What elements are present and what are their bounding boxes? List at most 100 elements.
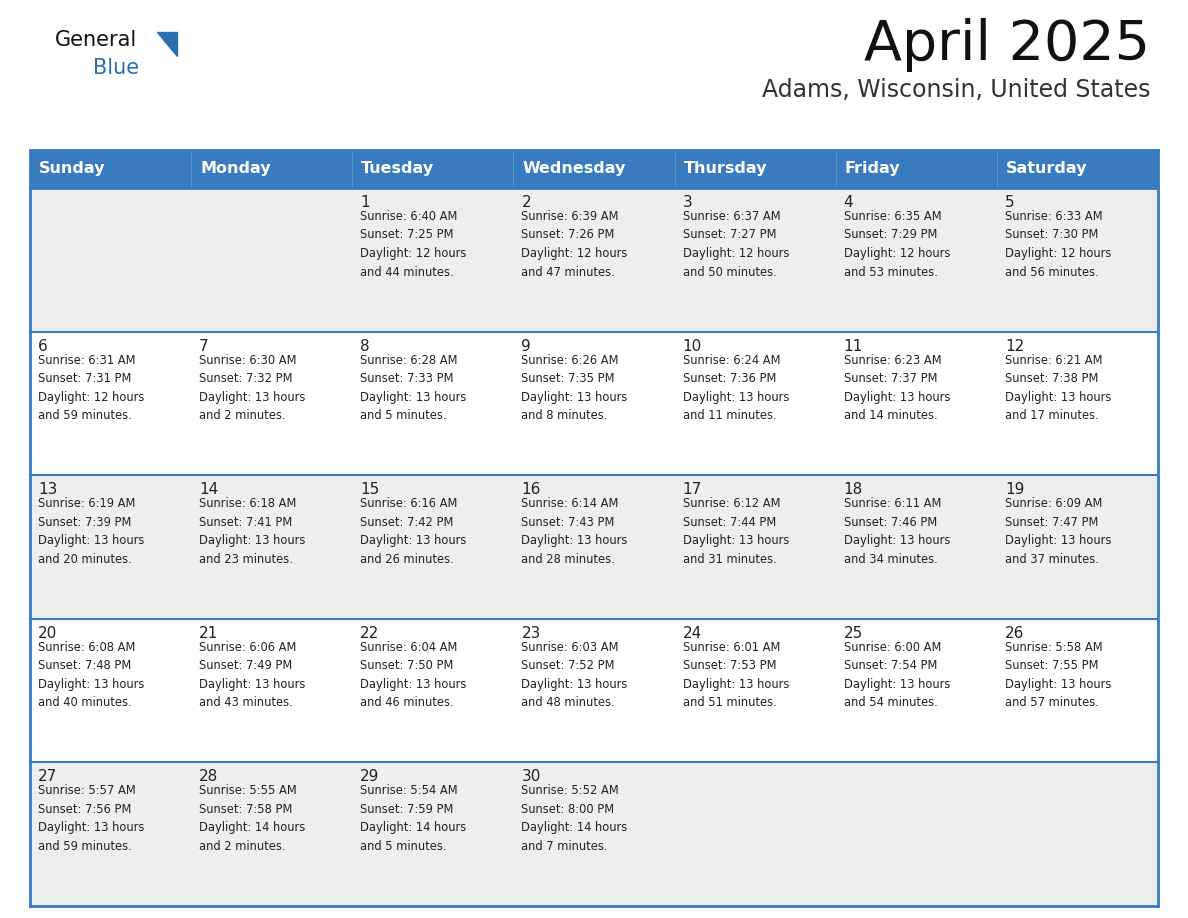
Text: Sunrise: 6:40 AM
Sunset: 7:25 PM
Daylight: 12 hours
and 44 minutes.: Sunrise: 6:40 AM Sunset: 7:25 PM Dayligh…	[360, 210, 467, 278]
Text: Sunrise: 6:16 AM
Sunset: 7:42 PM
Daylight: 13 hours
and 26 minutes.: Sunrise: 6:16 AM Sunset: 7:42 PM Dayligh…	[360, 498, 467, 565]
Text: Sunrise: 6:12 AM
Sunset: 7:44 PM
Daylight: 13 hours
and 31 minutes.: Sunrise: 6:12 AM Sunset: 7:44 PM Dayligh…	[683, 498, 789, 565]
Bar	[353, 331, 513, 476]
Bar	[191, 763, 353, 906]
Bar	[675, 150, 835, 188]
Text: 6: 6	[38, 339, 48, 353]
Text: Wednesday: Wednesday	[523, 162, 626, 176]
Text: Sunday: Sunday	[39, 162, 106, 176]
Bar	[30, 619, 191, 763]
Text: 19: 19	[1005, 482, 1024, 498]
Bar	[835, 331, 997, 476]
Polygon shape	[157, 32, 177, 56]
Text: Monday: Monday	[200, 162, 271, 176]
Text: 18: 18	[843, 482, 862, 498]
Text: Sunrise: 5:57 AM
Sunset: 7:56 PM
Daylight: 13 hours
and 59 minutes.: Sunrise: 5:57 AM Sunset: 7:56 PM Dayligh…	[38, 784, 145, 853]
Bar	[191, 619, 353, 763]
Text: 10: 10	[683, 339, 702, 353]
Text: 29: 29	[360, 769, 380, 784]
Text: 7: 7	[200, 339, 209, 353]
Text: 22: 22	[360, 626, 379, 641]
Bar	[997, 188, 1158, 331]
Text: Sunrise: 6:04 AM
Sunset: 7:50 PM
Daylight: 13 hours
and 46 minutes.: Sunrise: 6:04 AM Sunset: 7:50 PM Dayligh…	[360, 641, 467, 710]
Bar	[30, 150, 191, 188]
Bar	[997, 150, 1158, 188]
Text: 26: 26	[1005, 626, 1024, 641]
Text: Sunrise: 6:19 AM
Sunset: 7:39 PM
Daylight: 13 hours
and 20 minutes.: Sunrise: 6:19 AM Sunset: 7:39 PM Dayligh…	[38, 498, 145, 565]
Text: Sunrise: 6:35 AM
Sunset: 7:29 PM
Daylight: 12 hours
and 53 minutes.: Sunrise: 6:35 AM Sunset: 7:29 PM Dayligh…	[843, 210, 950, 278]
Text: Sunrise: 6:06 AM
Sunset: 7:49 PM
Daylight: 13 hours
and 43 minutes.: Sunrise: 6:06 AM Sunset: 7:49 PM Dayligh…	[200, 641, 305, 710]
Bar	[353, 476, 513, 619]
Bar	[353, 763, 513, 906]
Text: 9: 9	[522, 339, 531, 353]
Text: 23: 23	[522, 626, 541, 641]
Text: 30: 30	[522, 769, 541, 784]
Text: Sunrise: 6:39 AM
Sunset: 7:26 PM
Daylight: 12 hours
and 47 minutes.: Sunrise: 6:39 AM Sunset: 7:26 PM Dayligh…	[522, 210, 627, 278]
Text: 14: 14	[200, 482, 219, 498]
Text: 5: 5	[1005, 195, 1015, 210]
Text: 13: 13	[38, 482, 57, 498]
Bar	[513, 476, 675, 619]
Bar	[997, 476, 1158, 619]
Text: 8: 8	[360, 339, 369, 353]
Text: Sunrise: 6:28 AM
Sunset: 7:33 PM
Daylight: 13 hours
and 5 minutes.: Sunrise: 6:28 AM Sunset: 7:33 PM Dayligh…	[360, 353, 467, 422]
Text: Sunrise: 6:08 AM
Sunset: 7:48 PM
Daylight: 13 hours
and 40 minutes.: Sunrise: 6:08 AM Sunset: 7:48 PM Dayligh…	[38, 641, 145, 710]
Text: Sunrise: 6:24 AM
Sunset: 7:36 PM
Daylight: 13 hours
and 11 minutes.: Sunrise: 6:24 AM Sunset: 7:36 PM Dayligh…	[683, 353, 789, 422]
Bar	[513, 150, 675, 188]
Text: Sunrise: 5:58 AM
Sunset: 7:55 PM
Daylight: 13 hours
and 57 minutes.: Sunrise: 5:58 AM Sunset: 7:55 PM Dayligh…	[1005, 641, 1111, 710]
Bar	[30, 476, 191, 619]
Bar	[191, 188, 353, 331]
Text: 3: 3	[683, 195, 693, 210]
Bar	[835, 188, 997, 331]
Text: 15: 15	[360, 482, 379, 498]
Text: Blue: Blue	[93, 58, 139, 78]
Text: Sunrise: 6:37 AM
Sunset: 7:27 PM
Daylight: 12 hours
and 50 minutes.: Sunrise: 6:37 AM Sunset: 7:27 PM Dayligh…	[683, 210, 789, 278]
Bar	[513, 188, 675, 331]
Text: Sunrise: 6:30 AM
Sunset: 7:32 PM
Daylight: 13 hours
and 2 minutes.: Sunrise: 6:30 AM Sunset: 7:32 PM Dayligh…	[200, 353, 305, 422]
Text: Sunrise: 6:11 AM
Sunset: 7:46 PM
Daylight: 13 hours
and 34 minutes.: Sunrise: 6:11 AM Sunset: 7:46 PM Dayligh…	[843, 498, 950, 565]
Text: General: General	[55, 30, 138, 50]
Text: 27: 27	[38, 769, 57, 784]
Text: 17: 17	[683, 482, 702, 498]
Bar	[30, 763, 191, 906]
Text: 28: 28	[200, 769, 219, 784]
Bar	[513, 331, 675, 476]
Text: Sunrise: 6:00 AM
Sunset: 7:54 PM
Daylight: 13 hours
and 54 minutes.: Sunrise: 6:00 AM Sunset: 7:54 PM Dayligh…	[843, 641, 950, 710]
Text: Sunrise: 6:18 AM
Sunset: 7:41 PM
Daylight: 13 hours
and 23 minutes.: Sunrise: 6:18 AM Sunset: 7:41 PM Dayligh…	[200, 498, 305, 565]
Text: Sunrise: 5:52 AM
Sunset: 8:00 PM
Daylight: 14 hours
and 7 minutes.: Sunrise: 5:52 AM Sunset: 8:00 PM Dayligh…	[522, 784, 627, 853]
Bar	[191, 331, 353, 476]
Bar	[997, 763, 1158, 906]
Text: 2: 2	[522, 195, 531, 210]
Bar	[835, 150, 997, 188]
Bar	[30, 188, 191, 331]
Bar	[835, 763, 997, 906]
Text: Sunrise: 6:26 AM
Sunset: 7:35 PM
Daylight: 13 hours
and 8 minutes.: Sunrise: 6:26 AM Sunset: 7:35 PM Dayligh…	[522, 353, 627, 422]
Text: Sunrise: 6:23 AM
Sunset: 7:37 PM
Daylight: 13 hours
and 14 minutes.: Sunrise: 6:23 AM Sunset: 7:37 PM Dayligh…	[843, 353, 950, 422]
Text: Sunrise: 6:14 AM
Sunset: 7:43 PM
Daylight: 13 hours
and 28 minutes.: Sunrise: 6:14 AM Sunset: 7:43 PM Dayligh…	[522, 498, 627, 565]
Bar	[191, 476, 353, 619]
Bar	[675, 331, 835, 476]
Bar	[675, 188, 835, 331]
Text: Saturday: Saturday	[1006, 162, 1087, 176]
Text: Sunrise: 6:03 AM
Sunset: 7:52 PM
Daylight: 13 hours
and 48 minutes.: Sunrise: 6:03 AM Sunset: 7:52 PM Dayligh…	[522, 641, 627, 710]
Text: 21: 21	[200, 626, 219, 641]
Bar	[835, 476, 997, 619]
Text: 1: 1	[360, 195, 369, 210]
Text: 20: 20	[38, 626, 57, 641]
Bar	[513, 763, 675, 906]
Bar	[353, 619, 513, 763]
Text: Tuesday: Tuesday	[361, 162, 435, 176]
Text: Thursday: Thursday	[683, 162, 767, 176]
Text: Sunrise: 6:09 AM
Sunset: 7:47 PM
Daylight: 13 hours
and 37 minutes.: Sunrise: 6:09 AM Sunset: 7:47 PM Dayligh…	[1005, 498, 1111, 565]
Text: Adams, Wisconsin, United States: Adams, Wisconsin, United States	[762, 78, 1150, 102]
Text: 11: 11	[843, 339, 862, 353]
Bar	[997, 619, 1158, 763]
Text: 4: 4	[843, 195, 853, 210]
Bar	[513, 619, 675, 763]
Text: Sunrise: 6:31 AM
Sunset: 7:31 PM
Daylight: 12 hours
and 59 minutes.: Sunrise: 6:31 AM Sunset: 7:31 PM Dayligh…	[38, 353, 145, 422]
Bar	[30, 331, 191, 476]
Text: Friday: Friday	[845, 162, 901, 176]
Bar	[353, 150, 513, 188]
Bar	[353, 188, 513, 331]
Bar	[675, 619, 835, 763]
Text: 16: 16	[522, 482, 541, 498]
